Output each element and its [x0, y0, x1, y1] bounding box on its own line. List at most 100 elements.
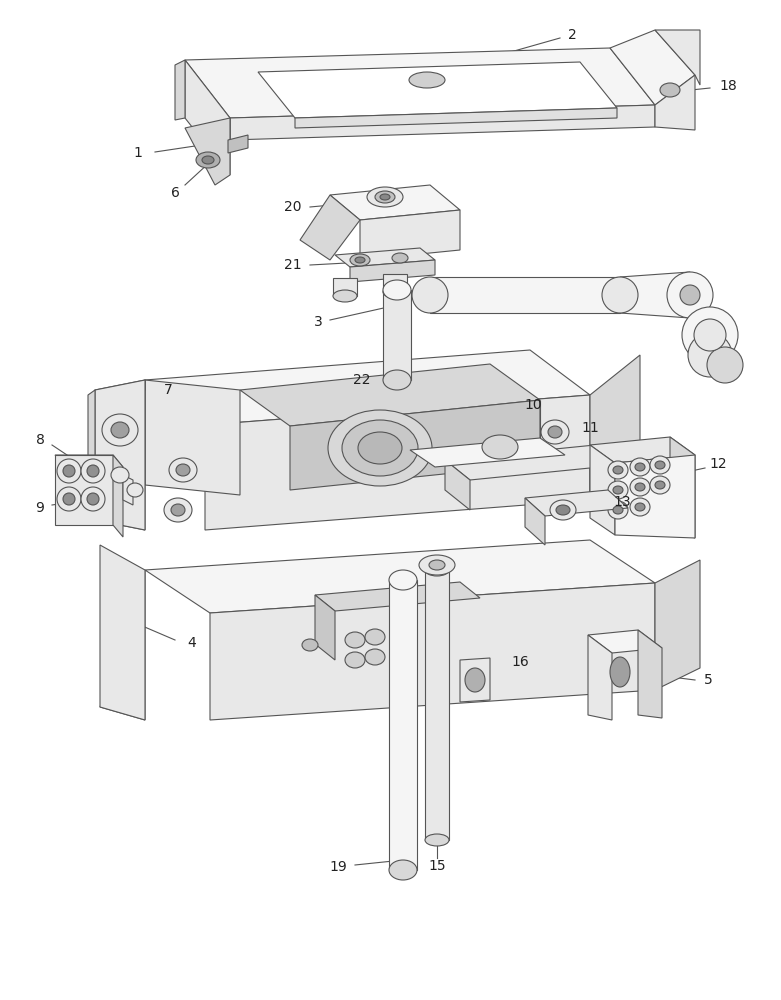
Polygon shape: [460, 658, 490, 702]
Ellipse shape: [57, 459, 81, 483]
Ellipse shape: [425, 834, 449, 846]
Ellipse shape: [389, 860, 417, 880]
Ellipse shape: [302, 639, 318, 651]
Text: 22: 22: [353, 373, 371, 387]
Ellipse shape: [202, 156, 214, 164]
Polygon shape: [123, 475, 133, 505]
Ellipse shape: [635, 503, 645, 511]
Text: 7: 7: [164, 383, 173, 397]
Text: 21: 21: [284, 258, 301, 272]
Ellipse shape: [707, 347, 743, 383]
Polygon shape: [95, 380, 145, 530]
Ellipse shape: [409, 72, 445, 88]
Ellipse shape: [196, 152, 220, 168]
Ellipse shape: [342, 420, 418, 476]
Text: 13: 13: [613, 495, 631, 509]
Ellipse shape: [412, 277, 448, 313]
Polygon shape: [175, 60, 185, 120]
Polygon shape: [295, 108, 617, 128]
Ellipse shape: [365, 649, 385, 665]
Ellipse shape: [102, 414, 138, 446]
Ellipse shape: [355, 257, 365, 263]
Text: 5: 5: [704, 673, 712, 687]
Ellipse shape: [176, 464, 190, 476]
Text: 2: 2: [568, 28, 576, 42]
Polygon shape: [638, 630, 662, 718]
Ellipse shape: [111, 467, 129, 483]
Polygon shape: [655, 560, 700, 690]
Polygon shape: [290, 400, 540, 490]
Ellipse shape: [375, 191, 395, 203]
Ellipse shape: [608, 501, 628, 519]
Ellipse shape: [630, 478, 650, 496]
Polygon shape: [525, 498, 545, 545]
Ellipse shape: [482, 435, 518, 459]
Text: 6: 6: [170, 186, 180, 200]
Ellipse shape: [383, 370, 411, 390]
Ellipse shape: [635, 463, 645, 471]
Ellipse shape: [688, 333, 732, 377]
Polygon shape: [389, 580, 417, 870]
Ellipse shape: [333, 290, 357, 302]
Ellipse shape: [667, 272, 713, 318]
Ellipse shape: [358, 432, 402, 464]
Ellipse shape: [383, 280, 411, 300]
Polygon shape: [590, 437, 695, 463]
Text: 18: 18: [719, 79, 737, 93]
Polygon shape: [670, 437, 695, 538]
Ellipse shape: [380, 194, 390, 200]
Ellipse shape: [541, 420, 569, 444]
Text: 15: 15: [428, 859, 446, 873]
Polygon shape: [145, 380, 240, 495]
Text: 11: 11: [581, 421, 599, 435]
Polygon shape: [185, 118, 230, 185]
Ellipse shape: [87, 465, 99, 477]
Ellipse shape: [650, 456, 670, 474]
Ellipse shape: [682, 307, 738, 363]
Ellipse shape: [635, 483, 645, 491]
Text: 8: 8: [36, 433, 45, 447]
Polygon shape: [100, 570, 145, 720]
Ellipse shape: [111, 422, 129, 438]
Polygon shape: [615, 455, 695, 538]
Ellipse shape: [655, 481, 665, 489]
Polygon shape: [655, 30, 700, 85]
Polygon shape: [383, 274, 407, 292]
Ellipse shape: [345, 632, 365, 648]
Polygon shape: [588, 630, 662, 653]
Text: 9: 9: [36, 501, 45, 515]
Ellipse shape: [365, 629, 385, 645]
Polygon shape: [610, 30, 695, 105]
Ellipse shape: [350, 254, 370, 266]
Ellipse shape: [630, 458, 650, 476]
Polygon shape: [185, 60, 230, 175]
Polygon shape: [210, 583, 655, 720]
Polygon shape: [205, 395, 590, 530]
Ellipse shape: [429, 560, 445, 570]
Polygon shape: [445, 445, 620, 480]
Ellipse shape: [613, 486, 623, 494]
Polygon shape: [55, 455, 123, 467]
Polygon shape: [185, 48, 655, 118]
Polygon shape: [258, 62, 617, 118]
Polygon shape: [350, 260, 435, 282]
Ellipse shape: [548, 426, 562, 438]
Polygon shape: [55, 455, 113, 525]
Polygon shape: [240, 364, 540, 426]
Text: 19: 19: [329, 860, 347, 874]
Ellipse shape: [171, 504, 185, 516]
Polygon shape: [315, 595, 335, 660]
Ellipse shape: [660, 83, 680, 97]
Polygon shape: [410, 438, 565, 467]
Polygon shape: [145, 540, 655, 613]
Polygon shape: [445, 460, 470, 510]
Polygon shape: [620, 272, 690, 318]
Polygon shape: [525, 490, 628, 516]
Ellipse shape: [608, 481, 628, 499]
Ellipse shape: [613, 466, 623, 474]
Polygon shape: [588, 635, 612, 720]
Polygon shape: [330, 185, 460, 220]
Ellipse shape: [655, 461, 665, 469]
Text: 4: 4: [187, 636, 196, 650]
Ellipse shape: [127, 483, 143, 497]
